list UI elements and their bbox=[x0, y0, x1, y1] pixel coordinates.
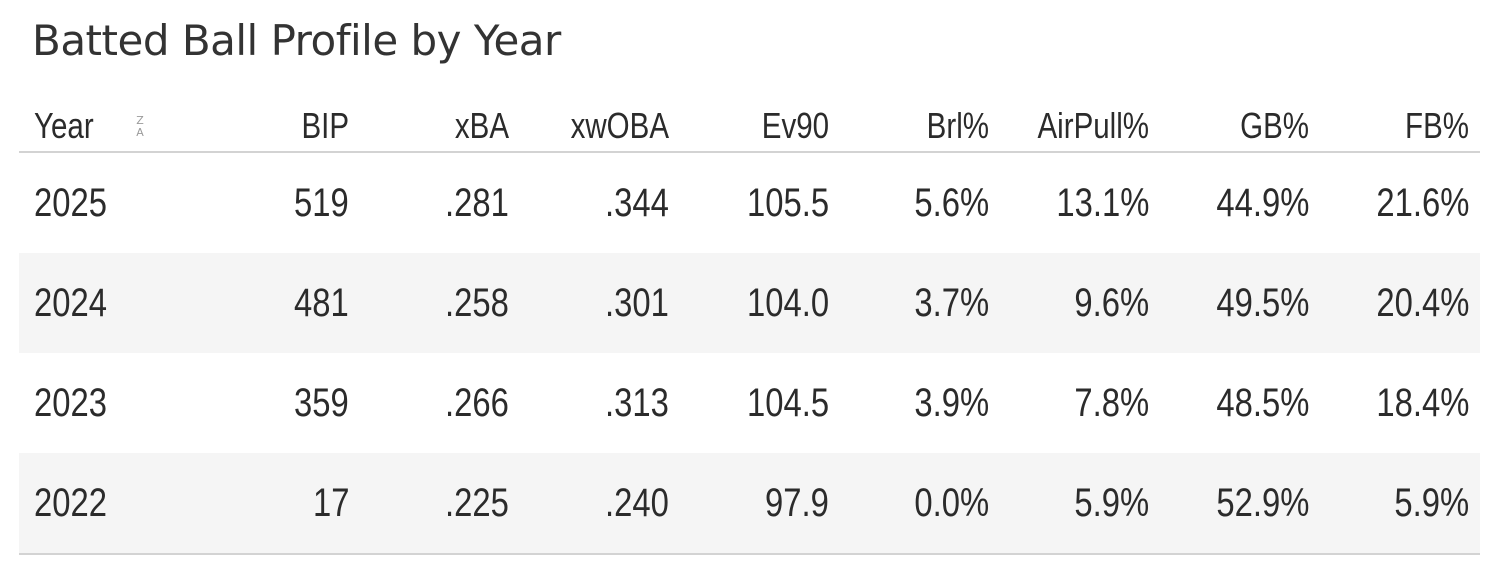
table-row: 2022 17 .225 .240 97.9 0.0% 5.9% 52.9% 5… bbox=[19, 453, 1480, 553]
cell-xwoba: .240 bbox=[605, 480, 669, 525]
cell-bip: 481 bbox=[294, 280, 349, 325]
cell-fb-pct: 20.4% bbox=[1375, 280, 1469, 325]
cell-xwoba: .313 bbox=[605, 380, 669, 425]
cell-xwoba: .301 bbox=[605, 280, 669, 325]
cell-year: 2023 bbox=[34, 380, 107, 425]
table-header: Year Z A BIP xBA xwOBA Ev90 Brl% AirPull… bbox=[19, 101, 1480, 153]
cell-brl-pct: 3.9% bbox=[914, 380, 989, 425]
cell-fb-pct: 21.6% bbox=[1375, 180, 1469, 225]
cell-gb-pct: 44.9% bbox=[1215, 180, 1309, 225]
column-header-xwoba[interactable]: xwOBA bbox=[570, 105, 669, 146]
column-header-gb-pct[interactable]: GB% bbox=[1240, 105, 1309, 146]
cell-ev90: 105.5 bbox=[746, 180, 829, 225]
cell-xba: .266 bbox=[445, 380, 509, 425]
cell-xba: .225 bbox=[445, 480, 509, 525]
table-title: Batted Ball Profile by Year bbox=[32, 16, 561, 65]
table-row: 2023 359 .266 .313 104.5 3.9% 7.8% 48.5%… bbox=[19, 353, 1480, 453]
cell-xba: .258 bbox=[445, 280, 509, 325]
cell-gb-pct: 49.5% bbox=[1215, 280, 1309, 325]
cell-airpull-pct: 9.6% bbox=[1074, 280, 1149, 325]
cell-brl-pct: 5.6% bbox=[914, 180, 989, 225]
cell-ev90: 104.5 bbox=[746, 380, 829, 425]
batted-ball-table: Year Z A BIP xBA xwOBA Ev90 Brl% AirPull… bbox=[19, 101, 1480, 555]
cell-airpull-pct: 5.9% bbox=[1074, 480, 1149, 525]
cell-bip: 359 bbox=[294, 380, 349, 425]
cell-xba: .281 bbox=[445, 180, 509, 225]
table-bottom-border bbox=[19, 553, 1480, 555]
table-row: 2025 519 .281 .344 105.5 5.6% 13.1% 44.9… bbox=[19, 153, 1480, 253]
column-header-airpull-pct[interactable]: AirPull% bbox=[1037, 105, 1149, 146]
cell-year: 2022 bbox=[34, 480, 107, 525]
cell-xwoba: .344 bbox=[605, 180, 669, 225]
cell-fb-pct: 18.4% bbox=[1375, 380, 1469, 425]
cell-year: 2024 bbox=[34, 280, 107, 325]
sort-descending-icon[interactable]: Z A bbox=[136, 114, 144, 139]
column-header-bip[interactable]: BIP bbox=[301, 105, 349, 146]
cell-airpull-pct: 13.1% bbox=[1055, 180, 1149, 225]
cell-brl-pct: 0.0% bbox=[914, 480, 989, 525]
cell-gb-pct: 48.5% bbox=[1215, 380, 1309, 425]
cell-ev90: 97.9 bbox=[765, 480, 829, 525]
column-header-fb-pct[interactable]: FB% bbox=[1405, 105, 1469, 146]
cell-airpull-pct: 7.8% bbox=[1074, 380, 1149, 425]
cell-year: 2025 bbox=[34, 180, 107, 225]
cell-bip: 519 bbox=[294, 180, 349, 225]
cell-brl-pct: 3.7% bbox=[914, 280, 989, 325]
cell-bip: 17 bbox=[312, 480, 349, 525]
cell-fb-pct: 5.9% bbox=[1394, 480, 1469, 525]
table-row: 2024 481 .258 .301 104.0 3.7% 9.6% 49.5%… bbox=[19, 253, 1480, 353]
column-header-year[interactable]: Year bbox=[34, 105, 94, 146]
column-header-brl-pct[interactable]: Brl% bbox=[926, 105, 989, 146]
column-header-ev90[interactable]: Ev90 bbox=[761, 105, 829, 146]
cell-gb-pct: 52.9% bbox=[1215, 480, 1309, 525]
column-header-xba[interactable]: xBA bbox=[454, 105, 509, 146]
cell-ev90: 104.0 bbox=[746, 280, 829, 325]
